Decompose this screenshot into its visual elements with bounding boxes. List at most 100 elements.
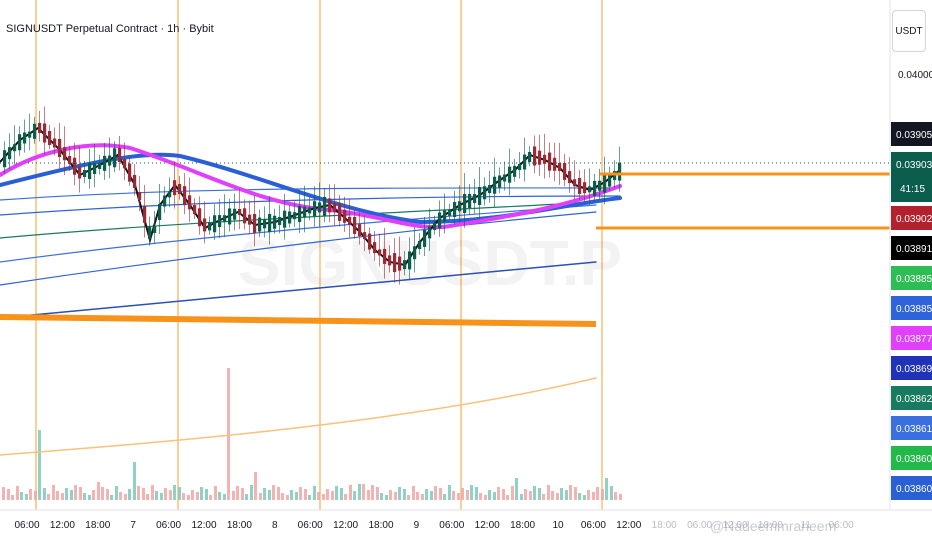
candle-body [158,204,162,220]
candle-body [553,157,557,171]
volume-bar [416,492,419,500]
volume-bar [524,489,527,500]
volume-bar [529,491,532,500]
volume-bar [461,488,464,500]
candle-body [488,185,492,193]
candle-body [168,191,172,198]
volume-bar [592,492,595,500]
candle-body [123,159,127,169]
candle-body [358,224,362,237]
volume-bar [515,478,518,500]
volume-bar [547,485,550,500]
price-tag-label: 0.03860 [896,454,932,465]
volume-bar [542,494,545,500]
candle-body [438,212,442,229]
volume-bar [263,488,266,500]
volume-bar [358,484,361,500]
candle-body [48,131,52,145]
candle-body [238,209,242,215]
volume-bar [281,493,284,500]
candle-body [283,210,287,228]
candle-body [183,186,187,206]
candle-body [153,226,157,233]
candle-body [448,209,452,216]
candle-body [243,208,247,224]
top-price-label: 0.04000 [898,70,932,81]
volume-bar [34,491,37,500]
candle-body [518,164,522,170]
price-tag [891,236,932,260]
candle-body [598,180,602,191]
volume-bar [20,492,23,500]
candle-body [138,192,142,200]
time-label: 12:00 [191,520,216,531]
volume-bar [295,492,298,500]
volume-bar [313,486,316,500]
time-label: 18:00 [758,520,783,531]
candle-body [308,207,312,214]
currency-button[interactable]: USDT [892,10,926,52]
volume-bar [25,494,28,500]
candle-body [83,170,87,177]
volume-bar [254,472,257,500]
volume-bar [79,487,82,500]
candle-body [468,194,472,208]
candle-body [113,148,117,168]
time-label: 18:00 [368,520,393,531]
volume-bar [29,489,32,500]
price-tag-label: 0.03891 [896,244,932,255]
volume-bar [511,486,514,500]
price-tag [891,266,932,290]
price-tag-label: 0.03877 [896,334,932,345]
price-tag [891,122,932,146]
candle-body [218,215,222,228]
candle-body [58,139,62,157]
candle-body [503,174,507,182]
candle-body [13,144,17,152]
candle-body [248,214,252,225]
price-tag-label: 0.03869 [896,364,932,375]
price-tag [891,416,932,440]
support-zone-line [0,314,597,327]
time-label: 8 [272,520,278,531]
volume-bar [493,492,496,500]
candle-body [343,209,347,223]
candle-body [288,211,292,224]
candle-body [108,155,112,166]
volume-bar [502,489,505,500]
price-tag-label: 0.03862 [896,394,932,405]
candle-body [523,154,527,170]
volume-bar [475,487,478,500]
volume-bar [83,493,86,500]
volume-bar [133,462,136,500]
volume-bar [241,488,244,500]
volume-bar [331,491,334,500]
volume-bar [403,489,406,500]
candle-body [418,241,422,250]
volume-bar [223,494,226,500]
candle-body [573,179,577,187]
candle-body [28,131,32,138]
candle-body [328,198,332,213]
volume-bar [92,490,95,500]
candles [3,106,622,285]
candle-body [538,150,542,165]
price-tags: 0.03905 0.03903 41:15 0.03902 0.03891 0.03885… [891,122,932,500]
price-tag-label: 0.03885 [896,274,932,285]
volume-bar [533,486,536,500]
time-label: 12:00 [722,520,747,531]
volume-bar [610,486,613,500]
volume-bar [97,482,100,500]
volume-bar [205,489,208,500]
volume-bar [299,487,302,500]
volume-bar [308,495,311,500]
volume-bar [322,494,325,500]
time-label: 7 [130,520,136,531]
price-tag-label: 0.03885 [896,304,932,315]
candle-body [408,251,412,270]
volume-bar [119,492,122,500]
candle-body [148,226,152,239]
volume-bar [101,487,104,500]
